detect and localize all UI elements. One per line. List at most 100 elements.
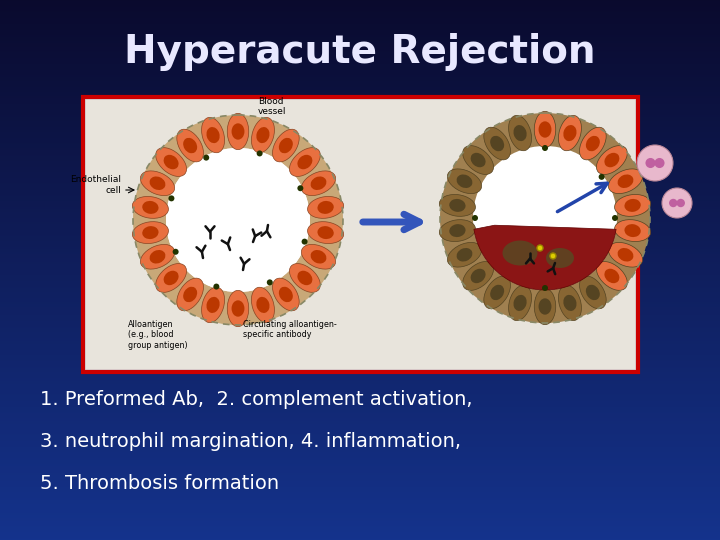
Ellipse shape [207,127,220,143]
Ellipse shape [539,298,552,315]
Ellipse shape [310,177,326,190]
Ellipse shape [534,111,556,147]
Circle shape [166,148,310,292]
Bar [83,97,638,372]
Ellipse shape [624,199,641,212]
Circle shape [612,215,618,221]
Ellipse shape [484,276,510,309]
Ellipse shape [618,174,634,188]
Ellipse shape [608,242,643,267]
Ellipse shape [279,138,293,153]
Circle shape [168,195,174,201]
Ellipse shape [297,155,312,169]
Circle shape [637,145,673,181]
Circle shape [662,188,692,218]
Ellipse shape [471,269,485,283]
Ellipse shape [596,146,627,174]
Text: Alloantigen
(e.g., blood
group antigen): Alloantigen (e.g., blood group antigen) [128,320,188,350]
Circle shape [213,284,220,289]
Ellipse shape [302,171,336,195]
Ellipse shape [307,197,343,218]
Ellipse shape [563,295,577,311]
Circle shape [203,154,210,160]
Circle shape [654,158,665,168]
Ellipse shape [439,194,475,217]
Circle shape [297,185,303,191]
Circle shape [677,199,685,207]
Ellipse shape [232,123,244,140]
Ellipse shape [156,264,186,292]
Circle shape [267,279,273,285]
Circle shape [537,245,543,251]
Ellipse shape [608,169,643,193]
Ellipse shape [615,194,651,217]
Ellipse shape [456,174,472,188]
Ellipse shape [150,250,166,264]
Ellipse shape [508,285,531,321]
Ellipse shape [604,153,619,167]
Text: 1. Preformed Ab,  2. complement activation,: 1. Preformed Ab, 2. complement activatio… [40,390,472,409]
Ellipse shape [586,136,600,151]
Circle shape [645,158,655,168]
Ellipse shape [318,201,334,214]
Ellipse shape [439,220,475,241]
Circle shape [598,174,605,180]
Ellipse shape [150,177,166,190]
Ellipse shape [449,224,466,237]
Ellipse shape [447,169,482,193]
Ellipse shape [490,136,504,151]
Ellipse shape [624,224,641,237]
Ellipse shape [132,197,168,218]
Ellipse shape [534,288,556,325]
Ellipse shape [289,264,320,292]
Ellipse shape [256,297,269,313]
Ellipse shape [615,220,651,241]
Ellipse shape [163,271,179,285]
Bar [86,100,635,369]
Ellipse shape [490,285,504,300]
Ellipse shape [580,276,606,309]
Circle shape [302,239,307,245]
Text: Blood
vessel: Blood vessel [258,97,287,117]
Ellipse shape [289,147,320,177]
Ellipse shape [228,113,248,150]
Circle shape [542,145,548,151]
Ellipse shape [596,261,627,291]
Ellipse shape [156,147,186,177]
Ellipse shape [183,287,197,302]
Circle shape [256,151,263,157]
Ellipse shape [508,116,531,151]
Ellipse shape [279,287,293,302]
Ellipse shape [546,248,574,268]
Ellipse shape [456,248,472,261]
Ellipse shape [318,226,334,239]
Ellipse shape [449,199,466,212]
Ellipse shape [559,285,582,321]
Ellipse shape [163,155,179,169]
Circle shape [473,146,617,290]
Ellipse shape [586,285,600,300]
Ellipse shape [513,125,526,141]
Text: 5. Thrombosis formation: 5. Thrombosis formation [40,474,279,493]
Circle shape [550,253,556,259]
Circle shape [173,249,179,255]
Ellipse shape [539,122,552,138]
Ellipse shape [207,297,220,313]
Ellipse shape [447,242,482,267]
Ellipse shape [183,138,197,153]
Circle shape [472,215,478,221]
Ellipse shape [232,300,244,316]
Circle shape [669,199,678,207]
Ellipse shape [310,250,326,264]
Polygon shape [474,225,616,290]
Text: Endothelial
cell: Endothelial cell [70,176,121,195]
Ellipse shape [202,287,225,322]
Ellipse shape [307,221,343,244]
Ellipse shape [513,295,526,311]
Text: Circulating alloantigen-
specific antibody: Circulating alloantigen- specific antibo… [243,320,337,340]
Ellipse shape [471,153,485,167]
Ellipse shape [463,146,493,174]
Ellipse shape [618,248,634,261]
Circle shape [542,285,548,291]
Circle shape [133,115,343,325]
